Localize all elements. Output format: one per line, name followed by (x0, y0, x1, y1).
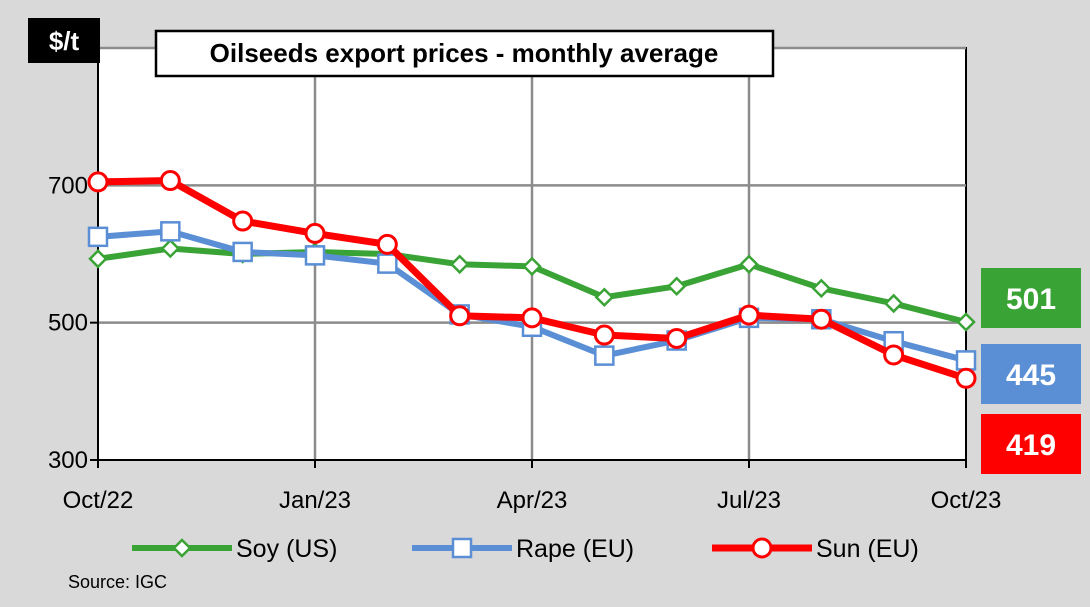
legend-item: Soy (US) (132, 535, 337, 563)
data-point-circle (751, 537, 773, 559)
data-point-diamond (666, 276, 687, 297)
data-point-square (451, 537, 473, 559)
data-point-square (160, 221, 181, 242)
end-value-badge (981, 268, 1081, 328)
data-point-circle (883, 344, 905, 366)
data-point-diamond (811, 278, 832, 299)
data-point-square (232, 241, 253, 263)
y-tick-label: 500 (48, 310, 88, 337)
chart-title: Oilseeds export prices - monthly average (210, 38, 719, 68)
data-point-circle (666, 327, 688, 349)
data-point-square (304, 245, 326, 266)
x-tick-label: Oct/23 (931, 487, 1002, 514)
data-point-square (955, 350, 977, 371)
legend-item: Rape (EU) (412, 535, 634, 563)
end-value-badges: 501 445 419 (981, 268, 1081, 474)
x-tick-label: Jan/23 (279, 487, 351, 514)
source-note: Source: IGC (68, 572, 167, 592)
data-point-diamond (449, 254, 470, 275)
data-point-circle (810, 308, 832, 330)
legend: Soy (US) Rape (EU) Sun (EU) (132, 535, 919, 563)
data-point-circle (376, 233, 398, 255)
data-point-diamond (88, 249, 108, 269)
series-sun-eu (87, 170, 977, 389)
x-tick-label: Oct/22 (63, 487, 134, 514)
data-point-circle (593, 324, 615, 346)
data-point-circle (87, 171, 109, 193)
data-point-diamond (160, 238, 181, 259)
data-point-circle (521, 307, 543, 329)
end-value-badge (981, 414, 1081, 474)
y-tick-label: 700 (48, 172, 88, 199)
data-point-square (87, 226, 109, 248)
y-axis-ticks: 300500700900 (48, 35, 98, 474)
end-value-label: 501 (1006, 283, 1056, 316)
y-tick-label: 300 (48, 447, 88, 474)
legend-label: Rape (EU) (516, 535, 634, 563)
end-value-label: 419 (1006, 429, 1056, 462)
data-point-circle (738, 304, 760, 326)
data-point-square (594, 345, 615, 366)
chart-title-box: Oilseeds export prices - monthly average (154, 29, 775, 78)
end-value-badge (981, 344, 1081, 404)
x-tick-label: Jul/23 (717, 487, 781, 514)
data-point-diamond (883, 293, 904, 314)
data-point-diamond (739, 254, 759, 275)
legend-item: Sun (EU) (712, 535, 919, 563)
unit-label: $/t (49, 26, 80, 56)
data-point-square (377, 253, 398, 274)
data-point-diamond (956, 312, 976, 332)
end-value-label: 445 (1006, 359, 1056, 392)
data-point-circle (449, 305, 471, 327)
data-point-circle (159, 170, 181, 192)
series-layer (87, 170, 977, 389)
data-point-diamond (594, 287, 615, 308)
data-point-diamond (172, 538, 192, 558)
x-tick-label: Apr/23 (497, 487, 568, 514)
data-point-circle (304, 222, 326, 244)
unit-label-box: $/t (28, 18, 100, 63)
data-point-diamond (522, 256, 542, 277)
legend-label: Sun (EU) (816, 535, 919, 563)
data-point-circle (955, 367, 977, 389)
data-point-circle (232, 210, 254, 232)
x-axis-ticks: Oct/22 Jan/23 Apr/23 Jul/23 Oct/23 (63, 460, 1002, 514)
legend-label: Soy (US) (236, 535, 337, 563)
